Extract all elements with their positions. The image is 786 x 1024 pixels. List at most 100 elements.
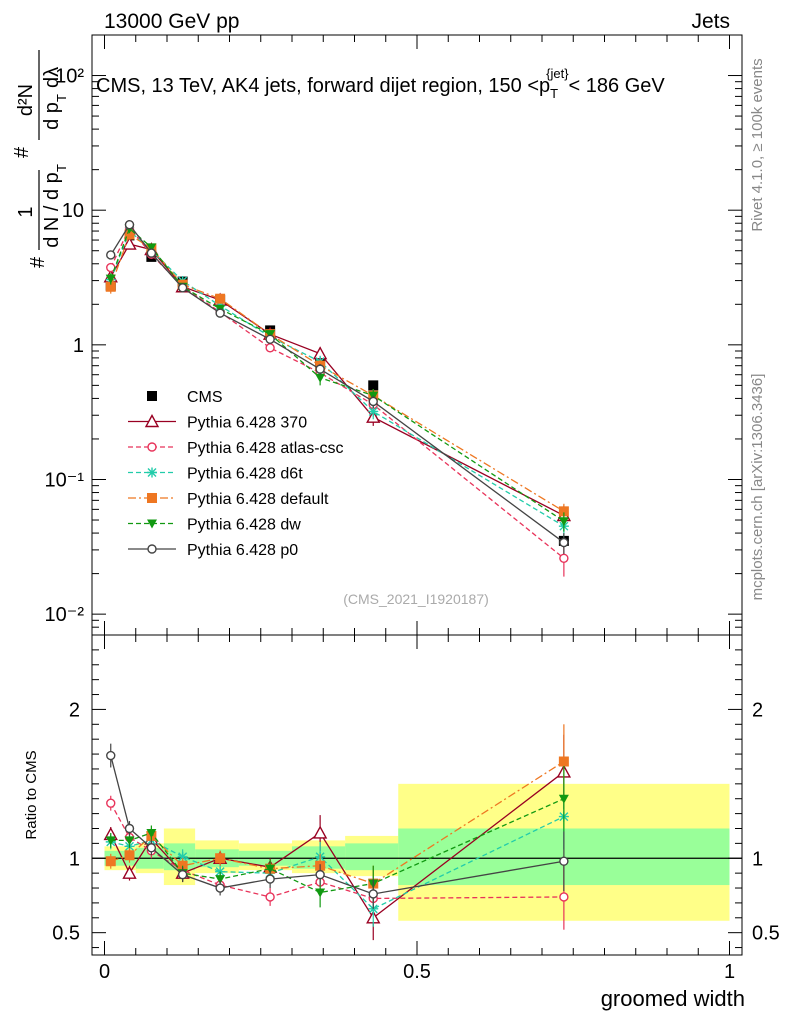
ratio-y-tick-label-right: 0.5 <box>752 923 780 945</box>
ratio-y-tick-label: 0.5 <box>52 923 80 945</box>
data-point <box>122 236 137 250</box>
ratio-point <box>106 798 116 808</box>
legend-entry: Pythia 6.428 dw <box>128 517 301 534</box>
legend-entry: Pythia 6.428 370 <box>128 414 307 432</box>
legend-entry: Pythia 6.428 p0 <box>128 542 298 559</box>
y-tick-label: 1 <box>73 335 84 357</box>
data-point <box>559 553 569 563</box>
ratio-point <box>265 892 275 902</box>
legend-label: Pythia 6.428 atlas-csc <box>187 440 344 457</box>
data-point <box>105 274 116 284</box>
data-point <box>124 220 135 230</box>
legend-marker <box>147 391 157 401</box>
ratio-y-tick-label: 1 <box>69 848 80 870</box>
plot-title-sub: T <box>550 86 558 101</box>
data-point <box>368 396 378 407</box>
watermark: (CMS_2021_I1920187) <box>343 591 489 607</box>
ratio-panel-bands <box>92 783 742 921</box>
ratio-point <box>106 750 116 761</box>
y-tick-label: 10 <box>62 200 84 222</box>
ratio-y-tick-label-right: 1 <box>752 848 763 870</box>
data-point <box>146 243 157 253</box>
legend-label: CMS <box>187 389 223 406</box>
series-pythia-6-428-d6t <box>105 226 569 538</box>
ratio-y-tick-label-right: 2 <box>752 699 763 721</box>
ratio-point <box>312 825 328 839</box>
plot-title-tail: < 186 GeV <box>569 75 666 97</box>
y-label-frac1-num: 1 <box>15 206 37 217</box>
mcplots-label: mcplots.cern.ch [arXiv:1306.3436] <box>749 374 766 601</box>
ratio-point <box>558 756 569 767</box>
plot-title-main: CMS, 13 TeV, AK4 jets, forward dijet reg… <box>96 75 550 97</box>
legend-label: Pythia 6.428 p0 <box>187 542 298 559</box>
data-point <box>558 506 569 517</box>
ratio-point <box>215 866 226 877</box>
ratio-point <box>265 864 276 874</box>
ratio-point <box>559 856 569 866</box>
ratio-point <box>105 836 116 846</box>
series-line <box>110 233 565 512</box>
data-point <box>177 283 188 293</box>
data-point <box>315 364 325 374</box>
legend-marker <box>147 544 157 554</box>
legend-label: Pythia 6.428 default <box>187 491 329 508</box>
ratio-point <box>177 869 188 880</box>
main-y-label: # 1 d N / d p T # d²N d p T dλ <box>11 50 69 268</box>
ratio-point <box>558 794 569 804</box>
data-point <box>265 334 275 344</box>
y-tick-label: 10⁻¹ <box>45 469 85 491</box>
legend-entry: Pythia 6.428 atlas-csc <box>128 440 344 457</box>
data-point <box>146 248 157 258</box>
data-point <box>215 293 226 304</box>
ratio-panel-series <box>103 724 572 941</box>
data-point <box>368 406 379 417</box>
ratio-panel-frame <box>91 634 743 956</box>
legend-marker <box>147 519 157 529</box>
y-label-frac2-sub: T <box>54 94 69 102</box>
main-panel-series <box>103 220 572 577</box>
data-point <box>558 517 569 527</box>
ratio-point <box>265 874 275 884</box>
y-label-frac2-num: d²N <box>15 84 37 116</box>
ratio-point <box>146 828 157 838</box>
y-tick-label: 10² <box>55 66 84 88</box>
ratio-point <box>105 856 116 867</box>
y-label-frac1-sub: T <box>54 164 69 172</box>
data-point <box>559 537 569 548</box>
legend-marker <box>147 467 157 478</box>
legend-marker <box>147 493 157 503</box>
ratio-point <box>122 865 137 879</box>
data-point <box>124 229 135 240</box>
data-point <box>215 308 225 318</box>
y-label-frac1-den: d N / d p <box>41 172 63 248</box>
legend-entry: Pythia 6.428 default <box>128 491 329 508</box>
ratio-y-label: Ratio to CMS <box>23 750 40 839</box>
ratio-point <box>215 853 226 864</box>
legend-entry: CMS <box>147 389 223 406</box>
ratio-point <box>315 888 326 898</box>
series-line <box>110 229 565 527</box>
legend-label: Pythia 6.428 dw <box>187 517 301 534</box>
energy-label: 13000 GeV pp <box>104 10 239 33</box>
legend-entry: Pythia 6.428 d6t <box>128 466 303 483</box>
rivet-label: Rivet 4.1.0, ≥ 100k events <box>749 58 766 231</box>
ratio-point <box>124 850 135 861</box>
ratio-point <box>124 836 135 846</box>
ratio-point <box>315 869 325 880</box>
y-label-hash2: # <box>11 146 33 158</box>
x-tick-label: 0 <box>99 961 110 983</box>
legend-marker <box>147 442 157 452</box>
ratio-point <box>215 875 226 885</box>
x-axis-label: groomed width <box>601 986 745 1011</box>
ratio-line <box>110 815 565 910</box>
y-label-frac2-den: d p <box>41 102 63 130</box>
legend: CMS Pythia 6.428 370 Pythia 6.428 atlas-cs… <box>128 389 344 559</box>
x-tick-label: 1 <box>724 961 735 983</box>
inner-band <box>345 843 399 871</box>
ratio-y-tick-label: 2 <box>69 699 80 721</box>
ratio-point <box>146 843 157 853</box>
data-point <box>106 250 116 260</box>
ratio-line <box>110 802 564 900</box>
legend-label: Pythia 6.428 d6t <box>187 466 303 483</box>
